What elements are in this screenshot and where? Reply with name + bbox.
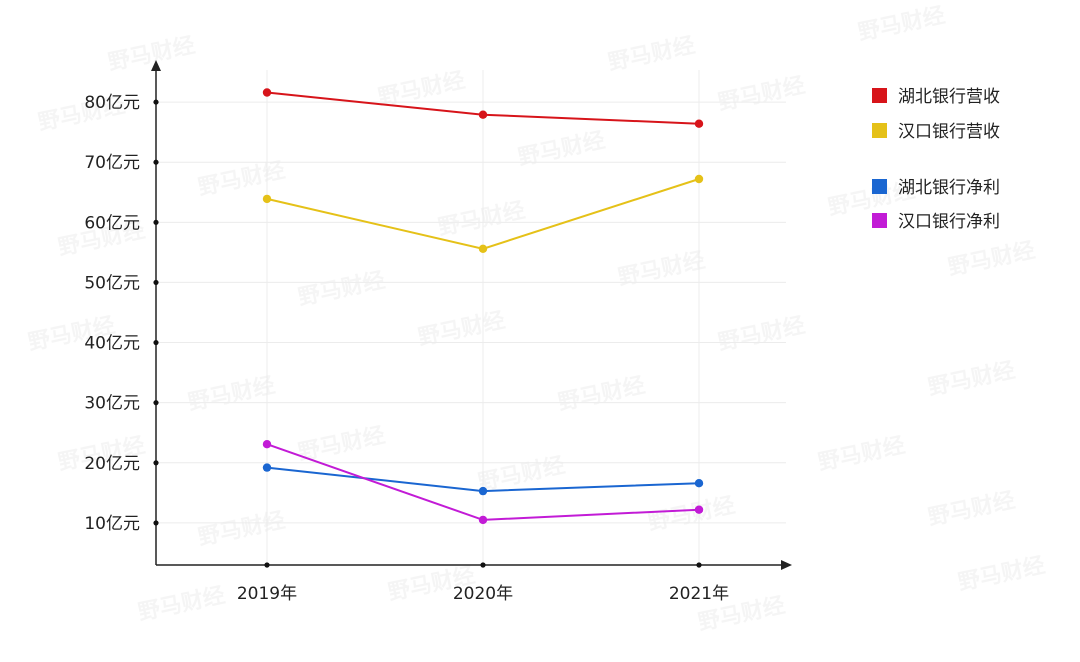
watermark-text: 野马财经: [136, 582, 227, 626]
data-point: [262, 440, 272, 449]
watermark-text: 野马财经: [856, 2, 947, 46]
y-tick-mark: [153, 219, 159, 225]
y-tick-mark: [153, 460, 159, 466]
watermark-text: 野马财经: [196, 507, 287, 551]
watermark-text: 野马财经: [196, 157, 287, 201]
legend-swatch: [872, 213, 887, 228]
watermark-text: 野马财经: [416, 307, 507, 351]
data-point: [478, 110, 488, 119]
watermark-layer: 野马财经野马财经野马财经野马财经野马财经野马财经野马财经野马财经野马财经野马财经…: [26, 2, 1047, 636]
x-tick-mark: [264, 562, 270, 568]
legend-swatch: [872, 123, 887, 138]
y-tick-label: 40亿元: [84, 334, 140, 354]
data-point: [478, 486, 488, 496]
watermark-text: 野马财经: [956, 552, 1047, 596]
series-group: [262, 463, 704, 496]
y-tick-mark: [153, 339, 159, 346]
x-tick-label: 2020年: [453, 584, 513, 604]
grid: [156, 70, 786, 565]
data-point: [694, 119, 704, 128]
data-point: [262, 194, 272, 204]
watermark-text: 野马财经: [436, 197, 527, 241]
x-tick-mark: [480, 562, 486, 568]
legend-label: 湖北银行净利: [898, 178, 1000, 198]
data-point: [694, 174, 704, 184]
legend-label: 汉口银行营收: [898, 122, 1000, 142]
series-group: [262, 88, 704, 128]
axes: [151, 60, 792, 570]
y-tick-mark: [153, 159, 159, 165]
y-tick-label: 80亿元: [84, 93, 140, 113]
legend-swatch: [872, 179, 887, 194]
y-tick-mark: [153, 400, 159, 406]
series-layer: [262, 88, 704, 525]
x-axis-arrow: [781, 560, 792, 570]
watermark-text: 野马财经: [556, 372, 647, 416]
y-tick-mark: [153, 279, 159, 286]
watermark-text: 野马财经: [616, 247, 707, 291]
watermark-text: 野马财经: [926, 357, 1017, 401]
data-point: [478, 515, 488, 525]
data-point: [694, 479, 704, 488]
watermark-text: 野马财经: [816, 432, 907, 476]
y-tick-label: 10亿元: [84, 514, 140, 534]
x-ticks: 2019年 2020年 2021年: [237, 562, 729, 604]
y-tick-mark: [153, 520, 159, 526]
watermark-text: 野马财经: [716, 312, 807, 356]
legend-label: 湖北银行营收: [898, 87, 1000, 107]
watermark-text: 野马财经: [296, 267, 387, 311]
watermark-text: 野马财经: [186, 372, 277, 416]
watermark-text: 野马财经: [606, 32, 697, 76]
watermark-text: 野马财经: [646, 492, 737, 536]
data-point: [262, 463, 272, 472]
watermark-text: 野马财经: [946, 237, 1037, 281]
data-point: [478, 244, 488, 253]
legend-label: 汉口银行净利: [898, 212, 1000, 232]
y-tick-label: 20亿元: [84, 454, 140, 474]
legend-swatch: [872, 88, 887, 103]
series-group: [262, 440, 704, 525]
x-tick-label: 2019年: [237, 584, 297, 604]
watermark-text: 野马财经: [516, 127, 607, 171]
x-tick-mark: [696, 562, 702, 568]
y-tick-mark: [153, 99, 159, 105]
y-axis-arrow: [151, 60, 161, 71]
y-tick-label: 30亿元: [84, 394, 140, 414]
watermark-text: 野马财经: [926, 487, 1017, 531]
y-tick-label: 70亿元: [84, 153, 140, 173]
y-ticks: 10亿元 20亿元 30亿元 40亿元 50亿元 60亿元 70亿元 80亿元: [84, 93, 159, 534]
x-tick-label: 2021年: [669, 584, 729, 604]
watermark-text: 野马财经: [716, 72, 807, 116]
series-group: [262, 174, 704, 253]
watermark-text: 野马财经: [106, 32, 197, 76]
y-tick-label: 60亿元: [84, 213, 140, 233]
y-tick-label: 50亿元: [84, 273, 140, 293]
data-point: [262, 88, 272, 97]
data-point: [694, 505, 704, 514]
